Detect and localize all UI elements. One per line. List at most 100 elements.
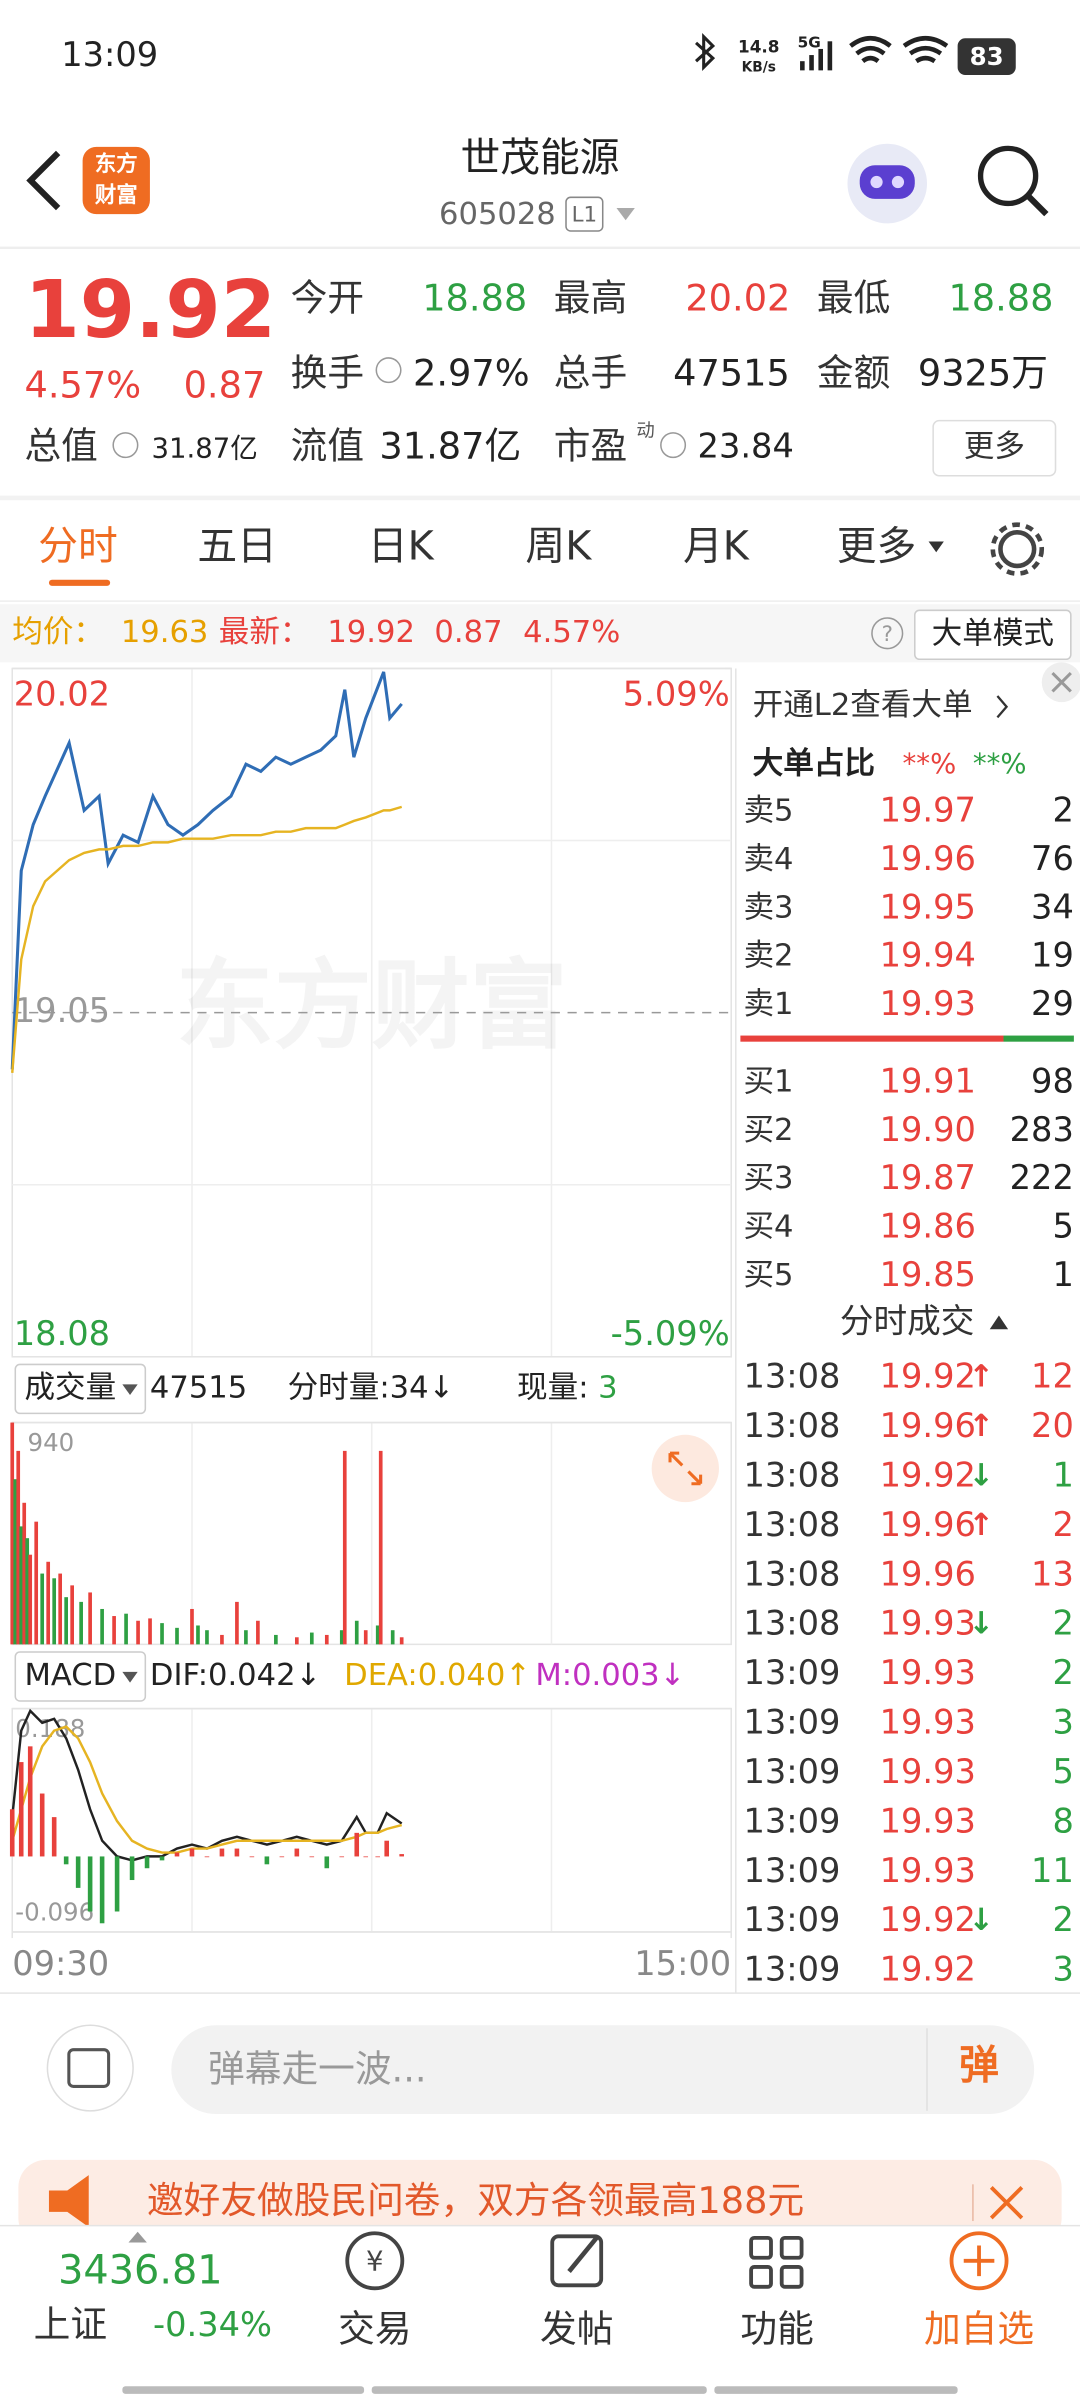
info-icon[interactable] [660, 432, 687, 459]
stat-superscript: 动 [636, 420, 654, 441]
tab[interactable]: 月K [683, 524, 750, 570]
info-icon[interactable] [375, 357, 402, 384]
tab[interactable]: 五日 [197, 524, 277, 570]
volume-bar [196, 1625, 200, 1645]
tab[interactable]: 分时 [38, 524, 118, 570]
trade-quantity: 1 [1052, 1456, 1073, 1495]
volume-bar [40, 1573, 45, 1645]
trade-price: 19.96 [880, 1406, 976, 1445]
search-button[interactable] [977, 145, 1039, 207]
volume-bar [100, 1608, 104, 1645]
macd-bar [18, 1762, 24, 1857]
m-value: M:0.003↓ [535, 1658, 685, 1693]
banner-text[interactable]: 邀好友做股民问卷，双方各领最高188元 [147, 2179, 804, 2222]
latest-change-percent: 4.57% [523, 615, 620, 650]
indicator-name[interactable]: MACD [24, 1658, 116, 1693]
trade-time: 13:08 [743, 1406, 840, 1445]
trade-price: 19.96 [880, 1554, 976, 1593]
book-price: 19.87 [880, 1158, 976, 1197]
macd-bar [174, 1852, 180, 1857]
trade-time: 13:09 [743, 1900, 840, 1939]
expand-button[interactable] [651, 1434, 719, 1503]
macd-bar [114, 1856, 120, 1912]
y-tick-label: 20.02 [14, 674, 110, 713]
index-change: -0.34% [153, 2305, 272, 2344]
macd-bar [264, 1856, 270, 1865]
l2-promo[interactable]: 开通L2查看大单 [753, 688, 973, 723]
expand-icon [668, 1451, 703, 1486]
indicator-name[interactable]: 成交量 [24, 1370, 116, 1405]
comment-input[interactable] [171, 2025, 1035, 2114]
indicator-select[interactable] [14, 1363, 147, 1415]
close-banner-button[interactable] [989, 2186, 1024, 2220]
tab[interactable]: 周K [525, 524, 592, 570]
book-quantity: 76 [1031, 839, 1074, 878]
book-level: 卖1 [743, 987, 793, 1022]
tab[interactable]: 日K [368, 524, 435, 570]
info-icon[interactable] [112, 432, 139, 459]
volume-bar [19, 1526, 24, 1645]
more-button-label[interactable]: 更多 [964, 430, 1025, 465]
tab[interactable]: 更多 [837, 524, 917, 570]
macd-bar [234, 1848, 240, 1857]
book-price: 19.95 [880, 887, 976, 926]
macd-bar [324, 1856, 330, 1869]
more-button[interactable] [932, 419, 1057, 477]
trade-time: 13:08 [743, 1456, 840, 1495]
book-price: 19.97 [880, 791, 976, 830]
logo-text: 东方 [95, 151, 138, 177]
back-button[interactable] [26, 150, 61, 211]
trade-time: 13:08 [743, 1554, 840, 1593]
clock: 13:09 [61, 35, 158, 74]
trade-direction: ↑ [968, 1508, 994, 1543]
macd-bar [204, 1856, 210, 1858]
dropdown-arrow[interactable] [616, 208, 635, 221]
stat-label: 最高 [554, 276, 627, 319]
megaphone-icon [48, 2175, 89, 2228]
volume-bar [342, 1450, 347, 1645]
danmaku-button[interactable]: 弹 [959, 2043, 999, 2089]
book-quantity: 222 [1010, 1158, 1074, 1197]
trade-quantity: 12 [1031, 1357, 1074, 1396]
nav-item[interactable]: 加自选 [924, 2308, 1034, 2351]
mode-label[interactable]: 大单模式 [932, 616, 1054, 651]
help-glyph: ? [882, 622, 893, 647]
nav-item[interactable]: 发帖 [540, 2308, 613, 2351]
danmaku-settings-button[interactable] [46, 2024, 134, 2112]
book-quantity: 2 [1052, 791, 1073, 830]
trades-title[interactable]: 分时成交 [840, 1302, 975, 1341]
trade-price: 19.92 [880, 1456, 976, 1495]
latest-change: 0.87 [434, 615, 502, 650]
volume-bar [309, 1632, 314, 1645]
volume-bar [58, 1573, 63, 1645]
book-quantity: 5 [1052, 1206, 1073, 1245]
trade-direction: ↓ [968, 1459, 994, 1494]
trade-time: 13:08 [743, 1505, 840, 1544]
x-tick-label: 15:00 [634, 1944, 731, 1983]
macd-bar [9, 1809, 15, 1857]
tab-underline [48, 579, 111, 586]
indicator-select[interactable] [14, 1651, 147, 1702]
big-order-mode-button[interactable] [914, 609, 1072, 661]
plus-icon [963, 2245, 995, 2277]
big-order-label: 大单占比 [753, 746, 875, 781]
nav-item[interactable]: 功能 [740, 2308, 813, 2351]
macd-bar [294, 1848, 300, 1857]
macd-bar [63, 1856, 69, 1865]
macd-bar [27, 1746, 33, 1857]
trade-price: 19.93 [880, 1851, 976, 1890]
promo-banner[interactable] [18, 2159, 1062, 2246]
stat-value: 31.87亿 [379, 425, 521, 468]
book-level: 买4 [743, 1209, 793, 1244]
watermark: 东方财富 [176, 949, 568, 1063]
nav-item[interactable]: 交易 [338, 2308, 411, 2351]
help-icon[interactable] [871, 617, 904, 650]
app-logo [82, 146, 150, 215]
macd-bar [309, 1856, 315, 1858]
volume-total: 47515 [150, 1370, 247, 1405]
settings-button[interactable] [998, 530, 1037, 569]
macd-bar [279, 1856, 285, 1858]
volume-bar [256, 1620, 260, 1645]
ratio-bar-buy [1003, 1035, 1074, 1042]
